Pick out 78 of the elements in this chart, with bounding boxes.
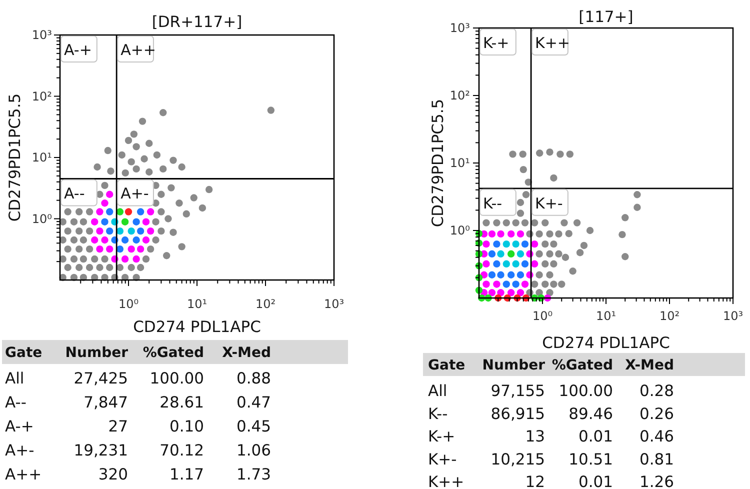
data-label: 0.81 xyxy=(639,450,674,468)
x-tick-label: 10⁰ xyxy=(532,309,553,323)
data-label: 1.26 xyxy=(639,473,674,489)
data-label: 27 xyxy=(108,418,128,436)
text: Gate xyxy=(428,358,466,374)
category-label: A+- xyxy=(5,442,34,460)
text: %Gated xyxy=(552,358,613,374)
x-tick-label: 10⁰ xyxy=(118,297,139,311)
annotation: K++ xyxy=(535,34,570,52)
data-label: 0.01 xyxy=(578,428,613,446)
text: X-Med xyxy=(625,358,674,374)
data-label: 0.01 xyxy=(578,473,613,489)
data-label: 0.28 xyxy=(639,382,674,400)
y-tick-label: 10⁰ xyxy=(450,224,470,238)
data-label: 0.26 xyxy=(639,404,674,423)
x-tick-label: 10² xyxy=(255,297,276,311)
annotation: A-- xyxy=(64,184,85,203)
annotation: K-- xyxy=(483,194,502,212)
text: Number xyxy=(65,345,128,361)
data-label: 70.12 xyxy=(160,442,204,460)
data-label: 100.00 xyxy=(150,370,204,388)
category-label: K-+ xyxy=(428,428,456,446)
annotation: A-+ xyxy=(64,41,92,59)
text: Number xyxy=(482,358,546,374)
x-tick-label: 10³ xyxy=(722,309,744,323)
text: Gate xyxy=(5,345,42,361)
y-tick-label: 10¹ xyxy=(32,150,52,165)
data-label: 0.46 xyxy=(639,428,674,446)
data-label: 12 xyxy=(525,473,545,489)
annotation: A+- xyxy=(120,184,149,203)
category-label: K++ xyxy=(428,473,464,489)
data-label: 0.10 xyxy=(169,418,204,436)
data-label: 27,425 xyxy=(74,370,128,388)
data-label: 89.46 xyxy=(568,404,613,423)
data-label: 28.61 xyxy=(160,394,204,412)
category-label: A-+ xyxy=(5,418,34,436)
data-label: 0.88 xyxy=(236,370,271,388)
category-label: All xyxy=(428,382,448,400)
x-tick-label: 10³ xyxy=(324,297,344,311)
data-label: 1.06 xyxy=(236,442,271,460)
annotation: A++ xyxy=(120,41,156,59)
data-label: 10,215 xyxy=(490,450,545,468)
x-axis-title: CD274 PDL1APC xyxy=(133,318,261,336)
data-label: 97,155 xyxy=(490,382,545,400)
data-label: 1.73 xyxy=(236,466,271,484)
data-label: 0.45 xyxy=(236,418,271,436)
category-label: All xyxy=(5,370,24,388)
y-tick-label: 10³ xyxy=(450,21,470,36)
y-tick-label: 10⁰ xyxy=(32,212,52,226)
chart-title: [DR+117+] xyxy=(152,13,242,31)
category-label: A++ xyxy=(5,466,42,484)
x-axis-title: CD274 PDL1APC xyxy=(542,334,670,352)
y-axis-title: CD279PD1PC5.5 xyxy=(6,93,24,222)
data-label: 19,231 xyxy=(74,442,128,460)
category-label: K-- xyxy=(428,404,448,423)
data-label: 10.51 xyxy=(568,450,613,468)
chart-title: [117+] xyxy=(578,8,634,26)
x-tick-label: 10¹ xyxy=(186,297,208,311)
data-label: 7,847 xyxy=(84,394,128,412)
y-tick-label: 10² xyxy=(32,89,52,104)
data-label: 86,915 xyxy=(490,404,545,423)
data-label: 100.00 xyxy=(558,382,613,400)
data-label: 13 xyxy=(525,428,545,446)
y-tick-label: 10² xyxy=(450,88,470,103)
y-axis-title: CD279PD1PC5.5 xyxy=(429,98,447,228)
category-label: A-- xyxy=(5,394,26,412)
data-label: 1.17 xyxy=(169,466,204,484)
y-tick-label: 10¹ xyxy=(450,156,470,170)
annotation: K-+ xyxy=(483,34,510,52)
text: %Gated xyxy=(142,345,204,361)
annotation: K+- xyxy=(535,194,563,212)
data-label: 0.47 xyxy=(236,394,271,412)
data-label: 320 xyxy=(98,466,128,484)
text: X-Med xyxy=(222,345,271,361)
x-tick-label: 10¹ xyxy=(596,309,616,323)
y-tick-label: 10³ xyxy=(32,28,52,42)
category-label: K+- xyxy=(428,450,457,468)
x-tick-label: 10² xyxy=(659,309,680,323)
